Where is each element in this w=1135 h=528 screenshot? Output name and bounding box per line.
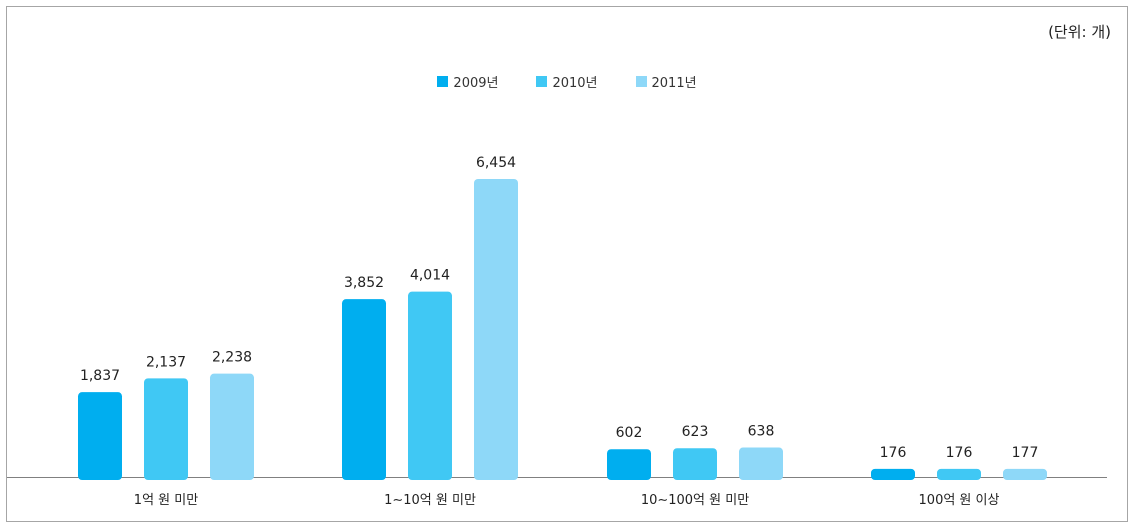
bar-2010년-3 — [937, 468, 981, 480]
chart-legend: 2009년 2010년 2011년 — [7, 72, 1127, 91]
data-label-2011년-3: 177 — [1012, 445, 1039, 461]
bar-2010년-2 — [673, 448, 717, 480]
data-label-2009년-0: 1,837 — [80, 368, 120, 384]
data-label-2010년-2: 623 — [682, 424, 709, 440]
legend-label-2009: 2009년 — [453, 76, 499, 91]
bar-2011년-1 — [474, 179, 518, 480]
data-label-2009년-2: 602 — [616, 425, 643, 441]
legend-item-2010: 2010년 — [536, 72, 598, 91]
data-label-2010년-3: 176 — [946, 445, 973, 461]
legend-label-2011: 2011년 — [651, 76, 697, 91]
data-label-2009년-1: 3,852 — [344, 275, 384, 291]
bar-2011년-3 — [1003, 468, 1047, 480]
data-label-2011년-1: 6,454 — [476, 155, 516, 171]
bar-2011년-0 — [210, 373, 254, 480]
category-label-2: 10∼100억 원 미만 — [641, 493, 749, 508]
data-label-2010년-0: 2,137 — [146, 354, 186, 370]
chart-frame: (단위: 개) 2009년 2010년 2011년 1,837 2,137 2,23… — [6, 6, 1128, 522]
unit-label: (단위: 개) — [1048, 23, 1111, 41]
data-label-2011년-2: 638 — [748, 424, 775, 440]
bar-2009년-2 — [607, 449, 651, 480]
bar-2010년-0 — [144, 378, 188, 480]
data-label-2011년-0: 2,238 — [212, 350, 252, 366]
bar-2009년-0 — [78, 392, 122, 480]
legend-swatch-2010 — [536, 76, 548, 87]
category-label-0: 1억 원 미만 — [134, 493, 198, 508]
legend-swatch-2011 — [635, 76, 647, 87]
bar-2009년-3 — [871, 468, 915, 480]
legend-item-2009: 2009년 — [437, 72, 498, 91]
data-label-2010년-1: 4,014 — [410, 268, 450, 284]
data-label-2009년-3: 176 — [880, 445, 907, 461]
bar-2009년-1 — [342, 299, 386, 480]
bar-chart: 1,837 2,137 2,238 1억 원 미만 3,852 4,014 6,454 1∼1… — [7, 155, 1107, 508]
bar-2011년-2 — [739, 447, 783, 480]
category-label-3: 100억 원 이상 — [919, 493, 1000, 508]
bar-2010년-1 — [408, 291, 452, 480]
legend-swatch-2009 — [437, 76, 449, 87]
category-label-1: 1∼10억 원 미만 — [384, 493, 476, 508]
legend-item-2011: 2011년 — [635, 72, 697, 91]
legend-label-2010: 2010년 — [552, 76, 598, 91]
